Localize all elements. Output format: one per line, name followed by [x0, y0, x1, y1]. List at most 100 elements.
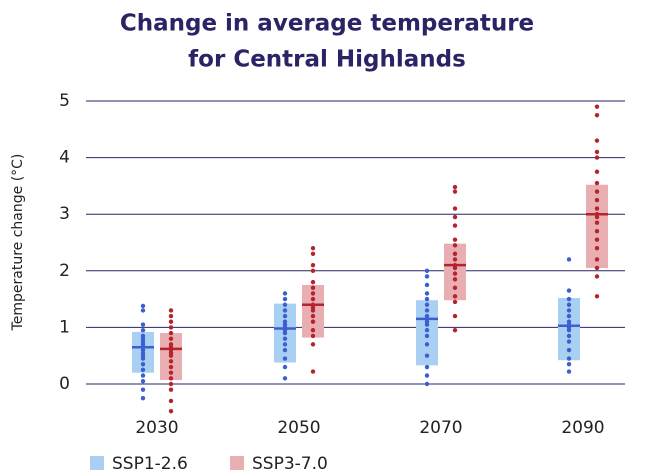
model-dot	[168, 330, 174, 336]
model-dot	[566, 339, 572, 344]
model-dot	[452, 243, 458, 248]
model-dot	[424, 313, 430, 319]
model-dot	[452, 189, 458, 194]
model-dot	[594, 197, 600, 203]
model-dot	[140, 395, 146, 401]
model-dot	[140, 367, 146, 373]
model-dot	[424, 381, 430, 387]
x-tick-label: 2030	[135, 418, 178, 438]
model-dot	[310, 369, 316, 374]
model-dot	[140, 373, 146, 378]
model-dot	[140, 378, 146, 384]
model-dot	[452, 206, 458, 211]
model-dot	[424, 353, 430, 358]
model-dot	[566, 361, 572, 367]
model-dot	[452, 277, 458, 282]
model-dot	[566, 333, 572, 339]
model-dot	[282, 313, 288, 319]
model-dot	[168, 308, 174, 313]
model-dot	[594, 206, 600, 211]
y-tick-label: 5	[59, 91, 70, 111]
model-dot	[594, 149, 600, 155]
legend-swatch	[90, 456, 104, 470]
y-tick-label: 0	[59, 374, 70, 394]
model-dot	[424, 333, 430, 339]
model-dot	[594, 155, 600, 160]
model-dot	[424, 373, 430, 378]
model-dot	[168, 325, 174, 330]
model-dot	[282, 376, 288, 381]
model-dot	[310, 342, 316, 347]
model-dot	[310, 296, 316, 302]
model-dot	[424, 296, 430, 302]
model-dot	[282, 291, 288, 296]
model-dot	[140, 328, 146, 333]
model-dot	[310, 268, 316, 273]
model-dot	[140, 303, 146, 309]
y-tick-label: 2	[59, 261, 70, 281]
model-dot	[566, 302, 572, 307]
model-dot	[566, 296, 572, 302]
model-dot	[594, 274, 600, 279]
legend-label: SSP1-2.6	[112, 454, 188, 474]
model-dot	[168, 398, 174, 404]
model-dot	[452, 251, 458, 257]
model-dot	[140, 322, 146, 327]
model-dot	[566, 308, 572, 313]
model-dot	[310, 319, 316, 324]
model-dot	[310, 328, 316, 333]
model-dot	[452, 294, 458, 299]
model-dot	[168, 376, 174, 381]
model-dot	[168, 319, 174, 324]
x-tick-label: 2050	[277, 418, 320, 438]
model-dot	[594, 228, 600, 234]
model-dot	[168, 370, 174, 375]
model-dot	[424, 328, 430, 333]
model-dot	[140, 308, 146, 313]
model-dot	[452, 285, 458, 290]
model-dot	[452, 214, 458, 220]
model-dot	[594, 138, 600, 143]
model-dot	[594, 104, 600, 109]
model-dot	[594, 112, 600, 118]
model-dot	[168, 342, 174, 347]
model-dot	[566, 257, 572, 262]
model-dot	[140, 333, 146, 339]
model-dot	[452, 223, 458, 228]
model-dot	[310, 285, 316, 290]
model-dot	[310, 279, 316, 285]
model-dot	[566, 313, 572, 319]
y-axis-label: Temperature change (°C)	[10, 154, 26, 332]
y-tick-label: 1	[59, 317, 70, 337]
model-dot	[168, 408, 174, 414]
model-dot	[282, 296, 288, 302]
chart-title: Change in average temperature	[120, 11, 534, 37]
model-dot	[452, 328, 458, 333]
model-dot	[282, 364, 288, 370]
model-dot	[452, 237, 458, 242]
model-dot	[424, 268, 430, 273]
model-dot	[310, 262, 316, 268]
model-dot	[594, 294, 600, 299]
model-dot	[452, 271, 458, 276]
model-dot	[168, 364, 174, 370]
model-dot	[594, 189, 600, 194]
model-dot	[566, 319, 572, 324]
model-dot	[282, 342, 288, 347]
model-dot	[282, 347, 288, 353]
model-dot	[452, 313, 458, 319]
model-dot	[594, 245, 600, 251]
model-dot	[168, 336, 174, 341]
y-tick-label: 4	[59, 148, 70, 168]
model-dot	[594, 180, 600, 186]
model-dot	[140, 387, 146, 392]
model-dot	[424, 364, 430, 370]
model-dot	[424, 274, 430, 279]
legend-swatch	[230, 456, 244, 470]
model-dot	[594, 257, 600, 262]
x-tick-label: 2070	[419, 418, 462, 438]
model-dot	[424, 291, 430, 296]
model-dot	[566, 288, 572, 293]
range-box	[416, 300, 438, 366]
